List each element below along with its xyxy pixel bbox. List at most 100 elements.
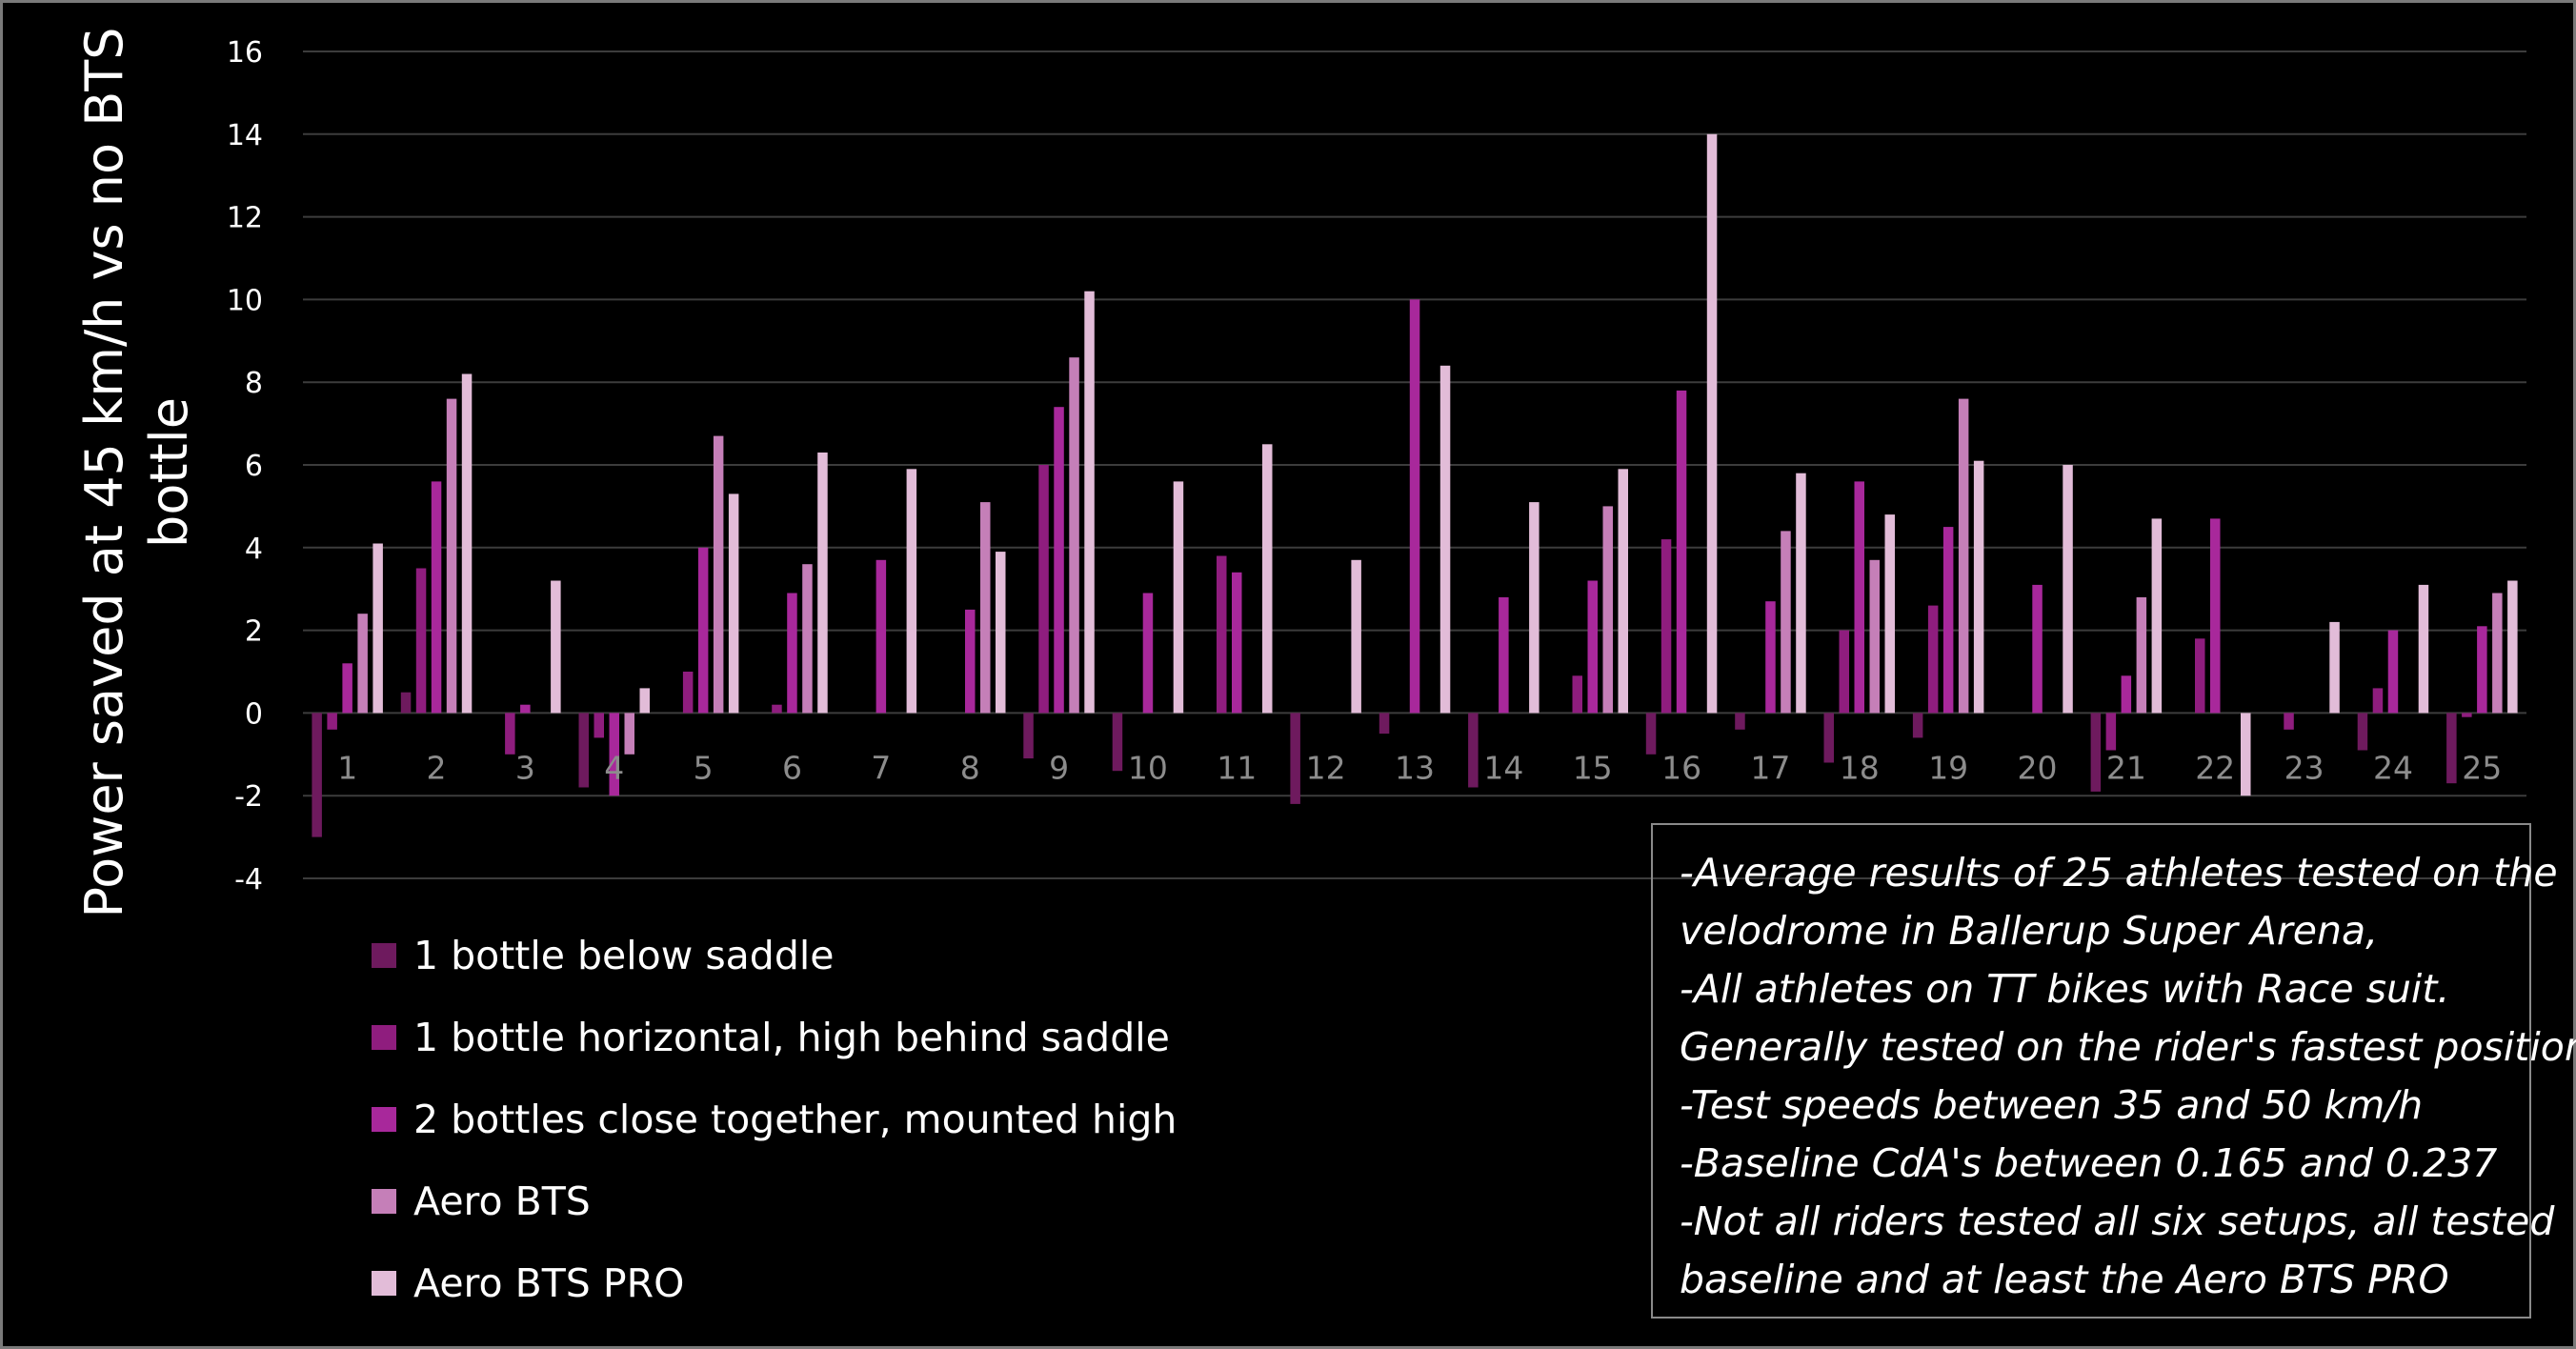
- bar: [342, 663, 352, 714]
- bar: [551, 580, 561, 714]
- bar: [1529, 502, 1540, 714]
- annotation-line: -Average results of 25 athletes tested o…: [1680, 850, 2558, 896]
- bar: [2090, 713, 2102, 792]
- bar: [1735, 713, 1745, 730]
- bar: [2477, 626, 2487, 714]
- bar: [357, 614, 368, 714]
- bar: [1439, 365, 1451, 714]
- bar: [1217, 555, 1227, 714]
- x-tick-label: 12: [1306, 749, 1346, 786]
- y-tick-label: 2: [245, 615, 263, 649]
- bar: [1069, 357, 1079, 714]
- legend-item: 1 bottle below saddle: [372, 915, 1177, 997]
- bar: [2446, 713, 2457, 784]
- legend: 1 bottle below saddle 1 bottle horizontal…: [372, 915, 1177, 1324]
- bar: [2507, 580, 2518, 714]
- bar: [1765, 601, 1776, 714]
- x-tick-label: 15: [1573, 749, 1613, 786]
- bar: [1869, 559, 1880, 714]
- bar: [965, 609, 976, 714]
- bar: [2462, 713, 2472, 717]
- bar: [1038, 465, 1049, 714]
- legend-label: 1 bottle below saddle: [413, 933, 835, 978]
- bar: [1927, 605, 1939, 714]
- legend-item: 2 bottles close together, mounted high: [372, 1078, 1177, 1160]
- legend-swatch: [372, 1107, 396, 1132]
- bar: [1781, 531, 1791, 714]
- bar: [505, 713, 515, 755]
- bar: [372, 543, 383, 714]
- x-tick-label: 21: [2106, 749, 2146, 786]
- bar: [2492, 593, 2503, 714]
- bar: [728, 493, 739, 714]
- x-tick-label: 5: [694, 749, 714, 786]
- y-tick-label: 16: [227, 36, 263, 70]
- bar: [2151, 518, 2163, 714]
- y-tick-label: 8: [245, 367, 263, 400]
- legend-item: 1 bottle horizontal, high behind saddle: [372, 997, 1177, 1078]
- x-tick-label: 6: [782, 749, 802, 786]
- x-tick-label: 10: [1128, 749, 1168, 786]
- bar: [802, 564, 813, 714]
- bar: [1054, 407, 1064, 714]
- bar: [1173, 481, 1184, 714]
- bar: [1912, 713, 1923, 738]
- bar: [2357, 713, 2368, 751]
- legend-label: Aero BTS PRO: [413, 1260, 685, 1306]
- x-tick-label: 14: [1483, 749, 1523, 786]
- bar: [787, 593, 797, 714]
- y-tick-label: 10: [227, 284, 263, 317]
- bar: [1618, 469, 1628, 714]
- x-tick-label: 1: [337, 749, 357, 786]
- bar: [2195, 638, 2205, 714]
- x-tick-label: 25: [2462, 749, 2502, 786]
- bar: [578, 713, 589, 788]
- x-tick-label: 20: [2018, 749, 2058, 786]
- x-tick-label: 18: [1840, 749, 1880, 786]
- bar: [1587, 580, 1598, 714]
- x-tick-label: 7: [871, 749, 891, 786]
- legend-swatch: [372, 1271, 396, 1296]
- bar: [697, 547, 709, 714]
- bar: [1262, 444, 1273, 714]
- bar: [906, 469, 917, 714]
- legend-item: Aero BTS PRO: [372, 1242, 1177, 1324]
- bar: [2121, 675, 2132, 714]
- bar: [2032, 584, 2043, 714]
- bar: [713, 435, 724, 714]
- y-tick-label: 14: [227, 119, 263, 152]
- bar: [1290, 713, 1300, 804]
- bar: [594, 713, 604, 738]
- y-tick-label: 4: [245, 533, 263, 566]
- bar: [1379, 713, 1390, 735]
- x-tick-label: 3: [515, 749, 535, 786]
- bar: [1112, 713, 1123, 772]
- annotation-line: velodrome in Ballerup Super Arena,: [1680, 908, 2379, 954]
- legend-swatch: [372, 1025, 396, 1050]
- bar: [996, 552, 1006, 714]
- legend-swatch: [372, 943, 396, 968]
- bar: [1796, 473, 1806, 714]
- bar: [1084, 291, 1095, 714]
- y-tick-label: -4: [234, 863, 263, 896]
- y-axis-tick-labels: -4 -2 0 2 4 6 8 10 12 14 16: [227, 36, 263, 896]
- x-tick-label: 23: [2284, 749, 2324, 786]
- legend-swatch: [372, 1189, 396, 1214]
- x-tick-label: 4: [604, 749, 624, 786]
- x-tick-label: 17: [1750, 749, 1790, 786]
- bar: [2241, 713, 2251, 796]
- bar: [1232, 572, 1242, 714]
- bar: [461, 373, 473, 714]
- annotation-line: -All athletes on TT bikes with Race suit…: [1680, 966, 2450, 1012]
- bar: [1823, 713, 1834, 763]
- x-tick-label: 11: [1217, 749, 1257, 786]
- bar: [327, 713, 337, 730]
- bar: [1839, 630, 1849, 714]
- bar: [431, 481, 442, 714]
- bar: [2063, 465, 2073, 714]
- bar: [2418, 584, 2429, 714]
- legend-label: 2 bottles close together, mounted high: [413, 1097, 1177, 1142]
- bar: [2105, 713, 2117, 751]
